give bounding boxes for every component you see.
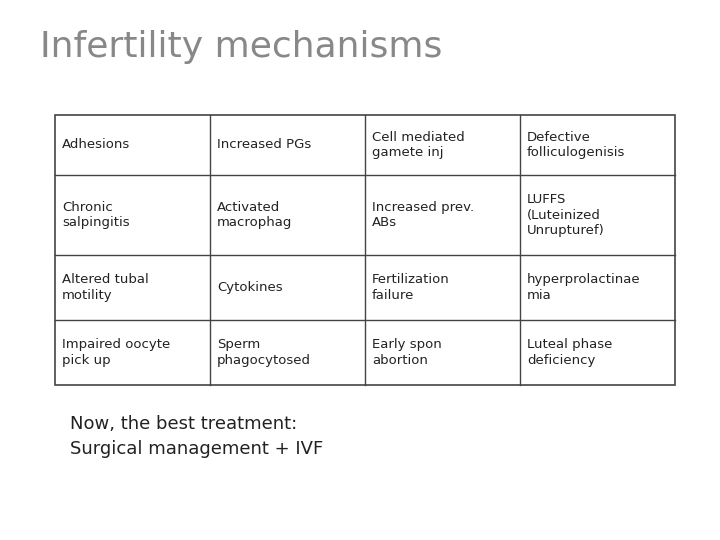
Text: Now, the best treatment:
Surgical management + IVF: Now, the best treatment: Surgical manage… bbox=[70, 415, 323, 458]
Text: Fertilization
failure: Fertilization failure bbox=[372, 273, 450, 302]
Text: Altered tubal
motility: Altered tubal motility bbox=[62, 273, 149, 302]
Text: Luteal phase
deficiency: Luteal phase deficiency bbox=[527, 338, 613, 367]
Text: Adhesions: Adhesions bbox=[62, 138, 130, 152]
Text: LUFFS
(Luteinized
Unrupturef): LUFFS (Luteinized Unrupturef) bbox=[527, 193, 605, 237]
Text: Cell mediated
gamete inj: Cell mediated gamete inj bbox=[372, 131, 464, 159]
Text: Cytokines: Cytokines bbox=[217, 281, 283, 294]
Text: Increased prev.
ABs: Increased prev. ABs bbox=[372, 201, 474, 230]
Text: Impaired oocyte
pick up: Impaired oocyte pick up bbox=[62, 338, 170, 367]
Text: Sperm
phagocytosed: Sperm phagocytosed bbox=[217, 338, 311, 367]
Text: Early spon
abortion: Early spon abortion bbox=[372, 338, 442, 367]
Text: Increased PGs: Increased PGs bbox=[217, 138, 311, 152]
Text: Chronic
salpingitis: Chronic salpingitis bbox=[62, 201, 130, 230]
Bar bbox=[55, 115, 675, 385]
Text: Defective
folliculogenisis: Defective folliculogenisis bbox=[527, 131, 626, 159]
Text: hyperprolactinae
mia: hyperprolactinae mia bbox=[527, 273, 641, 302]
Text: Activated
macrophag: Activated macrophag bbox=[217, 201, 292, 230]
Text: Infertility mechanisms: Infertility mechanisms bbox=[40, 30, 442, 64]
